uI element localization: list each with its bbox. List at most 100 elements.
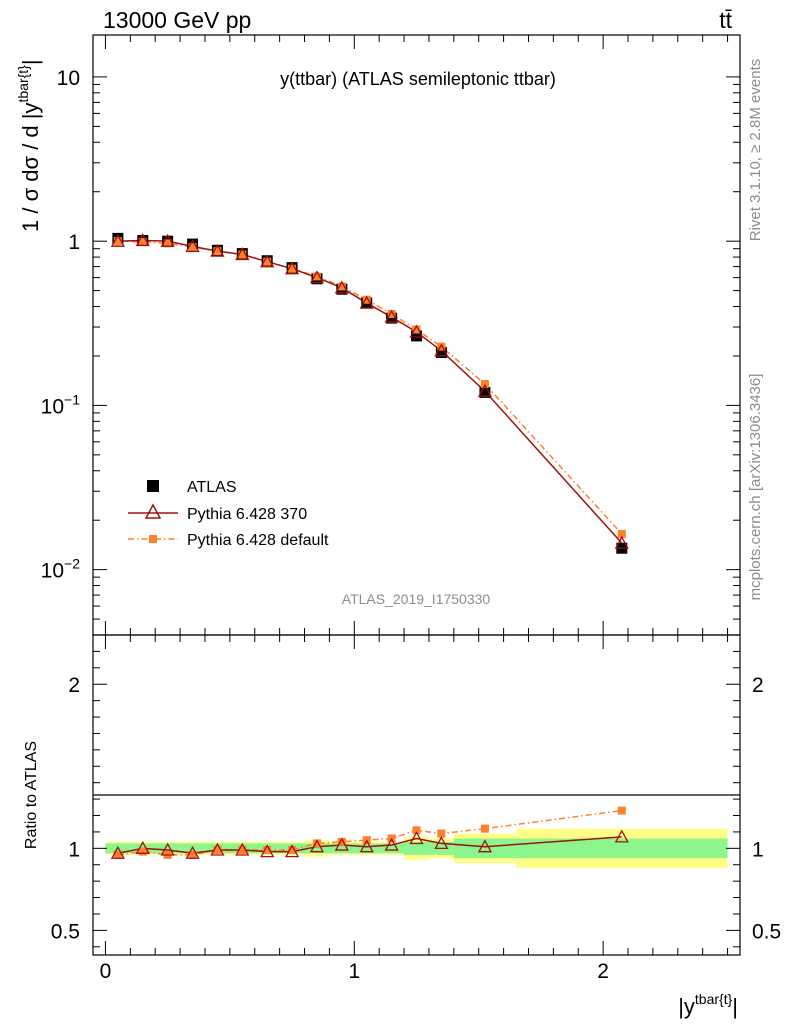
main-ylabel: 1 / σ dσ / d |ytbar{t}|	[15, 59, 43, 232]
ratio-band-stat	[329, 843, 355, 854]
main-point-pythia370	[260, 254, 275, 268]
legend-marker-pythiadefault	[149, 535, 157, 543]
ratio-point-pythia370	[309, 839, 325, 853]
ratio-ytick-label-right: 0.5	[752, 920, 781, 943]
ratio-xtick-label: 0	[100, 960, 112, 983]
ratio-band-stat	[379, 843, 405, 854]
main-point-atlas	[479, 386, 491, 398]
ratio-line-pythiadefault	[117, 809, 622, 856]
main-point-pythiadefault	[113, 237, 122, 246]
ratio-point-pythiadefault	[188, 850, 197, 859]
legend-label-atlas: ATLAS	[187, 479, 237, 496]
main-title: y(ttbar) (ATLAS semileptonic ttbar)	[280, 69, 556, 89]
ratio-ytick-label-right: 2	[752, 674, 764, 697]
main-point-pythia370	[359, 295, 374, 309]
ratio-point-pythia370	[284, 844, 300, 858]
ratio-xtick-label: 2	[597, 960, 609, 983]
main-point-pythiadefault	[138, 237, 147, 246]
ratio-frame	[92, 634, 741, 956]
ratio-ytick-label: 0.5	[51, 920, 80, 943]
main-point-pythiadefault	[362, 295, 371, 304]
main-point-pythia370	[434, 343, 449, 357]
ratio-ylabel: Ratio to ATLAS	[23, 741, 40, 849]
main-point-pythia370	[135, 233, 150, 247]
ratio-point-pythia370	[160, 842, 175, 856]
ratio-ytick-label-right: 1	[752, 838, 764, 861]
main-point-pythiadefault	[337, 282, 346, 291]
legend-marker-atlas	[147, 480, 159, 492]
ratio-point-pythiadefault	[263, 845, 272, 854]
main-point-pythia370	[160, 233, 175, 247]
ratio-point-pythia370	[614, 829, 629, 843]
ratio-band-stat	[354, 843, 380, 854]
main-line-pythia370	[117, 239, 623, 544]
ratio-point-pythiadefault	[437, 829, 446, 838]
ratio-point-pythiadefault	[113, 850, 122, 859]
main-ytick-label: 1	[68, 231, 80, 254]
ratio-point-pythia370	[409, 831, 424, 845]
main-point-pythiadefault	[238, 250, 247, 259]
legend-marker-pythia370	[144, 503, 162, 519]
rivet-label: Rivet 3.1.10, ≥ 2.8M events	[747, 59, 764, 242]
main-point-pythia370	[384, 309, 399, 323]
ratio-xtick-label: 1	[348, 960, 360, 983]
main-point-pythiadefault	[437, 342, 446, 351]
main-point-pythiadefault	[312, 272, 321, 281]
ratio-point-pythia370	[235, 842, 250, 856]
main-point-pythiadefault	[617, 529, 626, 538]
main-point-pythiadefault	[263, 257, 272, 266]
legend: ATLAS Pythia 6.428 370 Pythia 6.428 defa…	[128, 479, 329, 549]
main-point-atlas	[411, 330, 422, 342]
ratio-point-pythia370	[185, 845, 200, 859]
main-panel: y(ttbar) (ATLAS semileptonic ttbar) ATLA…	[15, 34, 741, 636]
ratio-band-stat	[155, 843, 181, 854]
ratio-point-pythia370	[477, 839, 493, 853]
main-point-pythiadefault	[213, 247, 222, 256]
ratio-xlabel: |ytbar{t}|	[678, 991, 738, 1019]
main-point-pythia370	[284, 261, 300, 275]
mcplots-label: mcplots.cern.ch [arXiv:1306.3436]	[747, 374, 764, 601]
main-point-pythiadefault	[412, 325, 421, 334]
ratio-band-stat	[516, 838, 728, 859]
ratio-point-pythiadefault	[412, 826, 421, 835]
ratio-point-pythia370	[210, 842, 225, 856]
main-point-pythia370	[409, 324, 424, 338]
ratio-point-pythiadefault	[337, 837, 346, 846]
legend-label-pythia370: Pythia 6.428 370	[187, 506, 307, 523]
main-point-atlas	[386, 312, 398, 324]
energy-label: 13000 GeV pp	[103, 7, 251, 33]
main-point-pythia370	[477, 383, 493, 397]
ratio-point-pythia370	[384, 837, 399, 851]
ratio-point-pythiadefault	[480, 824, 489, 833]
ratio-ytick-label: 2	[68, 674, 80, 697]
ratio-point-pythiadefault	[138, 847, 147, 856]
ratio-point-pythia370	[110, 845, 125, 859]
ratio-band-stat	[304, 843, 330, 854]
main-point-pythia370	[334, 280, 349, 294]
main-point-pythia370	[235, 247, 250, 261]
ratio-point-pythiadefault	[617, 806, 626, 815]
ratio-point-pythia370	[434, 836, 449, 850]
ratio-line-pythia370	[117, 836, 622, 855]
ratio-band-stat	[404, 841, 429, 855]
main-point-pythia370	[309, 270, 325, 284]
ratio-ytick-label: 1	[68, 838, 80, 861]
ratio-point-pythiadefault	[312, 839, 321, 848]
ratio-point-pythia370	[260, 844, 275, 858]
main-point-pythia370	[614, 535, 629, 549]
ratio-point-pythia370	[359, 839, 374, 853]
main-point-pythia370	[210, 243, 225, 257]
main-point-pythiadefault	[163, 239, 172, 248]
watermark: ATLAS_2019_I1750330	[342, 591, 491, 607]
main-point-pythia370	[185, 238, 200, 252]
main-point-pythiadefault	[387, 310, 396, 319]
main-point-pythiadefault	[288, 264, 297, 273]
main-ytick-label: 10	[57, 67, 80, 90]
ratio-point-pythiadefault	[238, 845, 247, 854]
main-ytick-label: 10−1	[41, 391, 81, 418]
main-point-pythia370	[110, 233, 125, 247]
legend-label-pythiadefault: Pythia 6.428 default	[187, 532, 329, 549]
ratio-point-pythiadefault	[213, 845, 222, 854]
ratio-point-pythia370	[334, 837, 349, 851]
